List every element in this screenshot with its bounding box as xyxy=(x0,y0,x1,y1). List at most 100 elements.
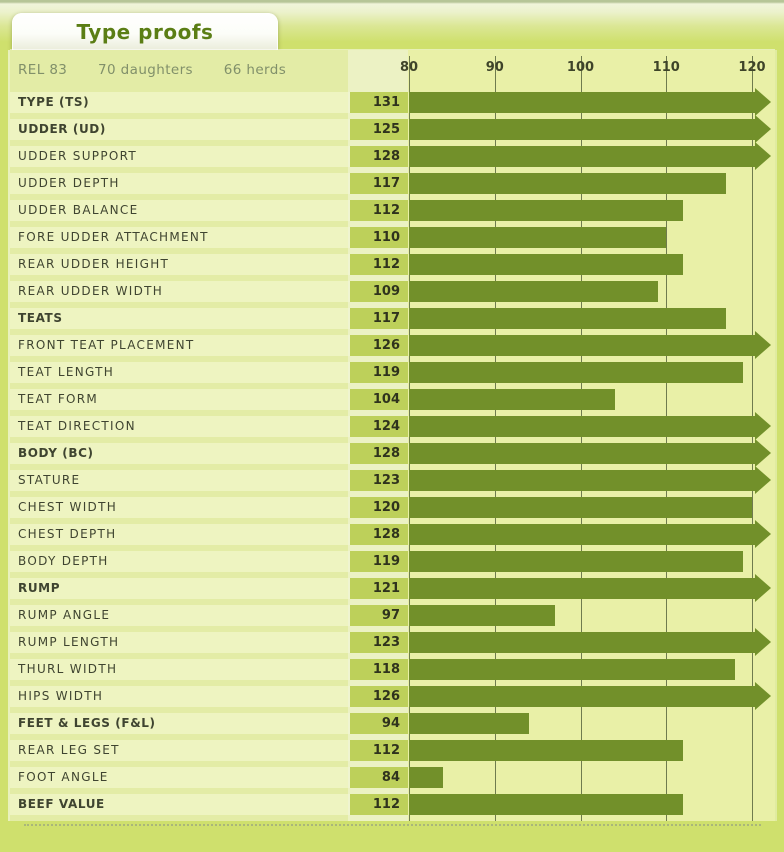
trait-bar xyxy=(409,254,684,275)
trait-row: STATURE 123 xyxy=(10,466,775,494)
reliability-summary: REL 83 70 daughters 66 herds xyxy=(18,62,312,78)
trait-value: 97 xyxy=(348,605,408,626)
trait-label: TEAT FORM xyxy=(10,389,348,410)
trait-row: RUMP 121 xyxy=(10,574,775,602)
trait-row: TEAT FORM 104 xyxy=(10,389,775,410)
trait-bar-track xyxy=(408,574,775,602)
proofs-panel: REL 83 70 daughters 66 herds 80 90 100 110 1… xyxy=(10,50,775,826)
trait-value: 84 xyxy=(348,767,408,788)
trait-bar-track xyxy=(408,389,775,410)
trait-bar-track xyxy=(408,682,775,710)
trait-label: FRONT TEAT PLACEMENT xyxy=(10,335,348,356)
trait-row: UDDER (UD) 125 xyxy=(10,115,775,143)
trait-label: RUMP LENGTH xyxy=(10,632,348,653)
trait-bar-track xyxy=(408,115,775,143)
trait-bar-track xyxy=(408,628,775,656)
gridline xyxy=(666,56,668,821)
trait-row: CHEST WIDTH 120 xyxy=(10,497,775,518)
trait-bar-track xyxy=(408,466,775,494)
trait-label: REAR UDDER WIDTH xyxy=(10,281,348,302)
trait-bar xyxy=(409,794,684,815)
trait-label: BODY (BC) xyxy=(10,443,348,464)
trait-row: BEEF VALUE 112 xyxy=(10,794,775,815)
trait-row: TEAT DIRECTION 124 xyxy=(10,412,775,440)
trait-bar-track xyxy=(408,794,775,815)
trait-value: 124 xyxy=(348,416,408,437)
trait-row: REAR UDDER HEIGHT 112 xyxy=(10,254,775,275)
trait-value: 117 xyxy=(348,308,408,329)
trait-bar-track xyxy=(408,227,775,248)
gridline xyxy=(494,56,496,821)
trait-bar xyxy=(409,439,771,467)
axis-tick-label: 80 xyxy=(399,60,419,75)
trait-value: 126 xyxy=(348,335,408,356)
trait-bar xyxy=(409,308,727,329)
trait-row: CHEST DEPTH 128 xyxy=(10,520,775,548)
axis-tick-label: 110 xyxy=(652,60,680,75)
trait-bar xyxy=(409,551,744,572)
axis-tick-label: 120 xyxy=(738,60,766,75)
tab-label: Type proofs xyxy=(76,20,214,44)
trait-value: 125 xyxy=(348,119,408,140)
trait-row: FEET & LEGS (F&L) 94 xyxy=(10,713,775,734)
trait-bar-track xyxy=(408,200,775,221)
trait-row: FOOT ANGLE 84 xyxy=(10,767,775,788)
trait-bar-track xyxy=(408,362,775,383)
trait-label: BODY DEPTH xyxy=(10,551,348,572)
trait-value: 112 xyxy=(348,254,408,275)
trait-bar xyxy=(409,227,667,248)
trait-value: 109 xyxy=(348,281,408,302)
trait-bar-track xyxy=(408,551,775,572)
trait-value: 94 xyxy=(348,713,408,734)
trait-label: RUMP ANGLE xyxy=(10,605,348,626)
trait-bar xyxy=(409,659,735,680)
trait-value: 117 xyxy=(348,173,408,194)
trait-bar xyxy=(409,200,684,221)
trait-value: 128 xyxy=(348,524,408,545)
trait-label: UDDER DEPTH xyxy=(10,173,348,194)
trait-row: TEAT LENGTH 119 xyxy=(10,362,775,383)
tab-type-proofs[interactable]: Type proofs xyxy=(12,13,278,51)
trait-row: FRONT TEAT PLACEMENT 126 xyxy=(10,331,775,359)
trait-row: REAR LEG SET 112 xyxy=(10,740,775,761)
axis-tick-label: 90 xyxy=(485,60,504,75)
trait-label: FORE UDDER ATTACHMENT xyxy=(10,227,348,248)
trait-label: FEET & LEGS (F&L) xyxy=(10,713,348,734)
trait-bar xyxy=(409,713,530,734)
herds-count: 66 herds xyxy=(223,62,287,78)
trait-bar-track xyxy=(408,605,775,626)
trait-row: UDDER DEPTH 117 xyxy=(10,173,775,194)
trait-bar xyxy=(409,497,752,518)
trait-value: 119 xyxy=(348,551,408,572)
trait-value: 104 xyxy=(348,389,408,410)
trait-bar xyxy=(409,466,771,494)
trait-bar-track xyxy=(408,412,775,440)
trait-bar xyxy=(409,767,444,788)
trait-bar xyxy=(409,605,555,626)
trait-label: UDDER (UD) xyxy=(10,119,348,140)
trait-bar xyxy=(409,142,771,170)
trait-value: 128 xyxy=(348,146,408,167)
trait-value: 118 xyxy=(348,659,408,680)
trait-label: UDDER BALANCE xyxy=(10,200,348,221)
trait-value: 126 xyxy=(348,686,408,707)
trait-row: BODY DEPTH 119 xyxy=(10,551,775,572)
chart-header: REL 83 70 daughters 66 herds 80 90 100 110 1… xyxy=(10,50,775,92)
gridline xyxy=(409,56,410,821)
trait-label: RUMP xyxy=(10,578,348,599)
trait-label: REAR LEG SET xyxy=(10,740,348,761)
trait-bar xyxy=(409,389,615,410)
gridline xyxy=(580,56,582,821)
gridline xyxy=(752,56,753,821)
trait-bar-track xyxy=(408,659,775,680)
trait-bar xyxy=(409,682,771,710)
trait-label: TEATS xyxy=(10,308,348,329)
daughters-count: 70 daughters xyxy=(98,62,193,78)
trait-value: 121 xyxy=(348,578,408,599)
rel-value: REL 83 xyxy=(18,62,68,78)
rows: TYPE (TS) 131 UDDER (UD) 125 UDDER SUPPORT 12… xyxy=(10,88,775,821)
trait-bar-track xyxy=(408,497,775,518)
trait-label: UDDER SUPPORT xyxy=(10,146,348,167)
trait-row: HIPS WIDTH 126 xyxy=(10,682,775,710)
trait-row: UDDER BALANCE 112 xyxy=(10,200,775,221)
